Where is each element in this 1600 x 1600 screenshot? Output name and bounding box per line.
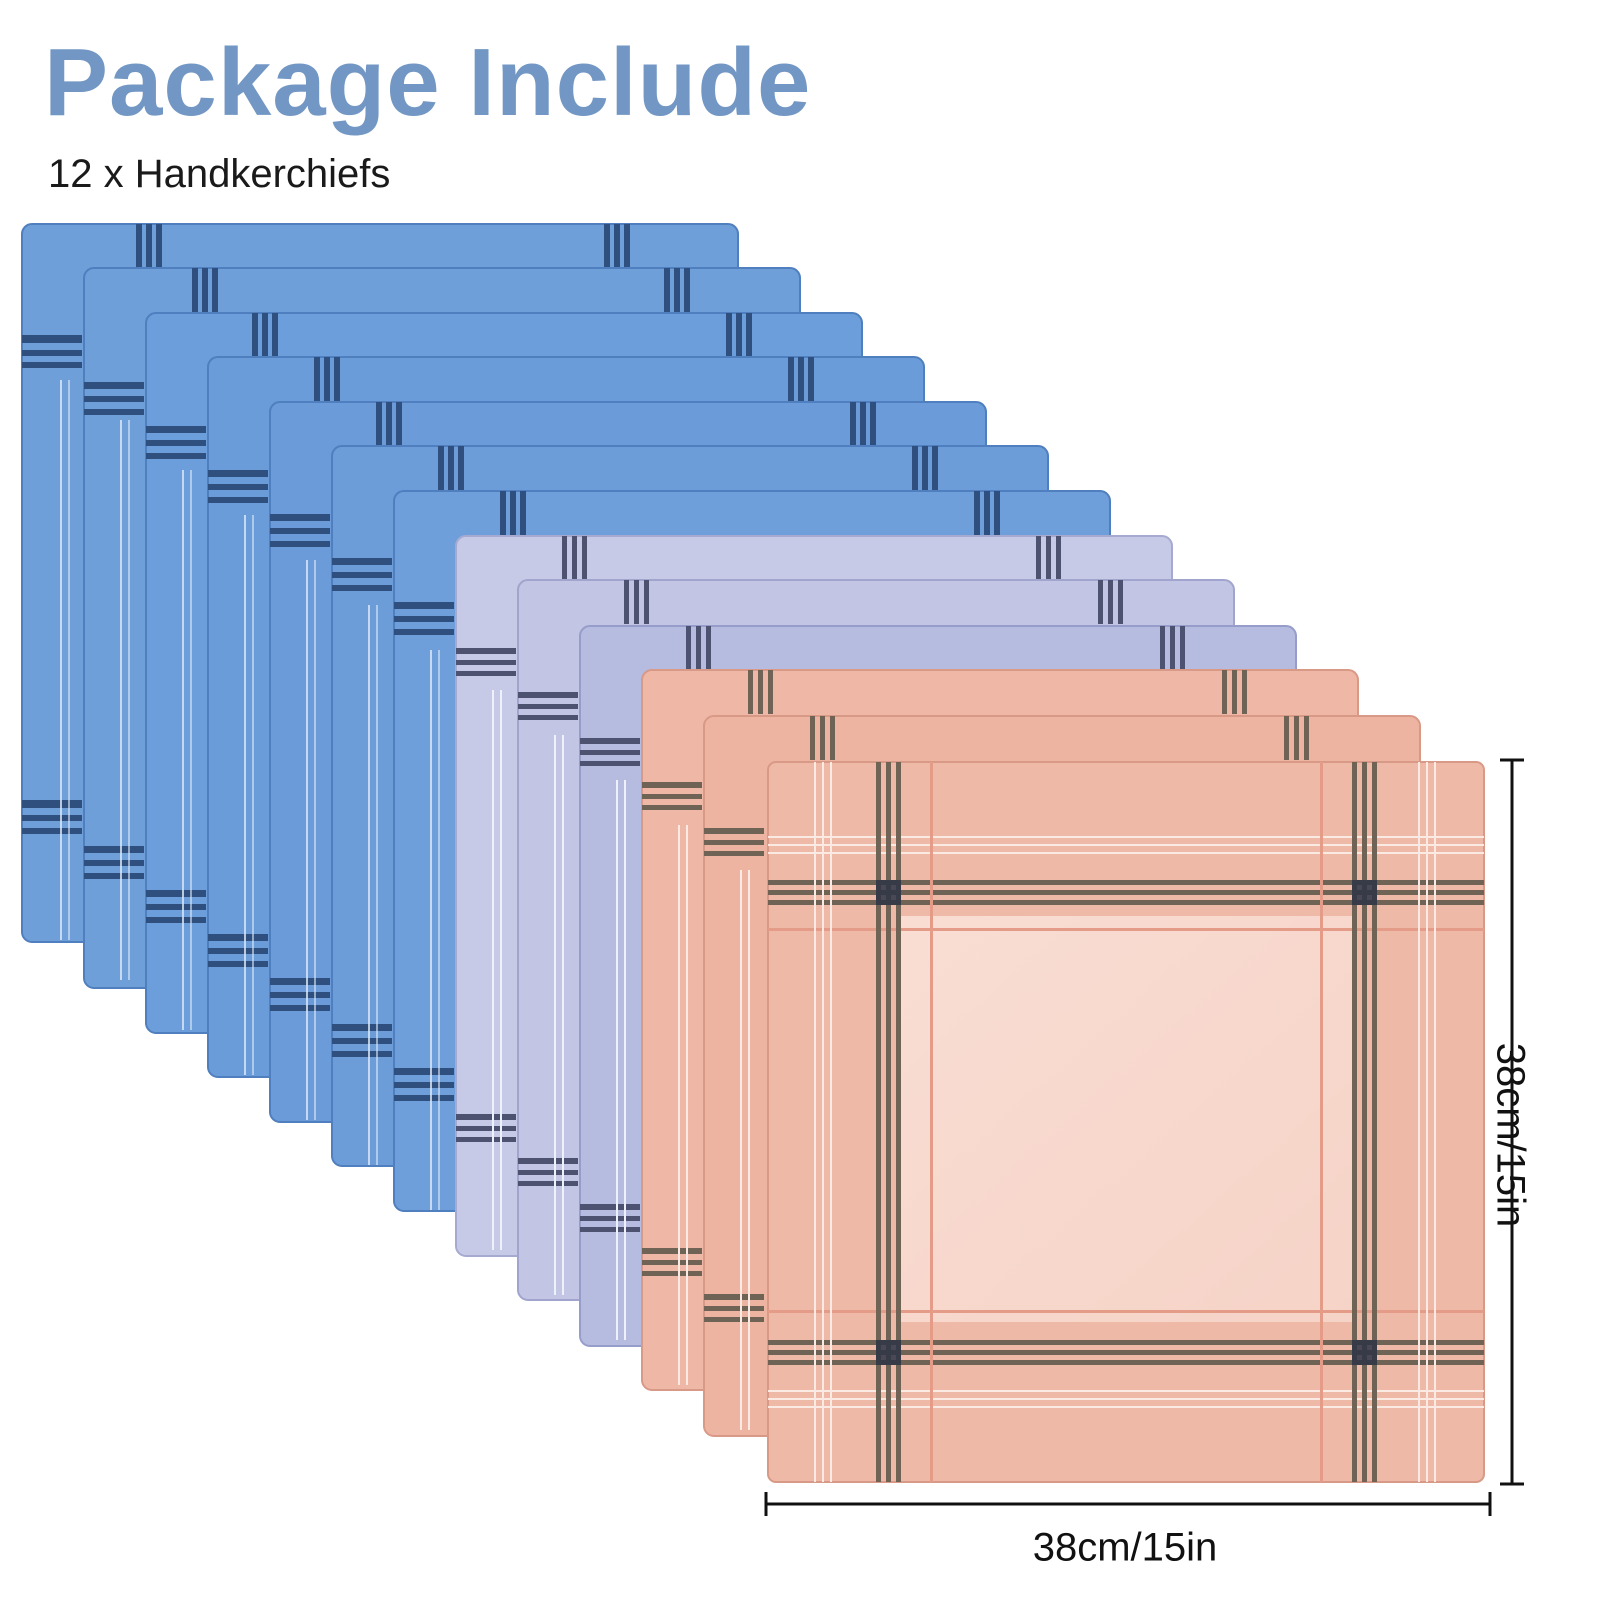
- height-dimension-label: 38cm/15in: [1488, 1042, 1533, 1228]
- package-contents-text: 12 x Handkerchiefs: [48, 152, 391, 196]
- width-dimension-line: [764, 1492, 1492, 1516]
- height-dimension-line: [1500, 758, 1524, 1486]
- width-dimension-label: 38cm/15in: [1032, 1525, 1218, 1570]
- handkerchief-pink-front: [767, 761, 1485, 1483]
- page-title: Package Include: [44, 29, 812, 136]
